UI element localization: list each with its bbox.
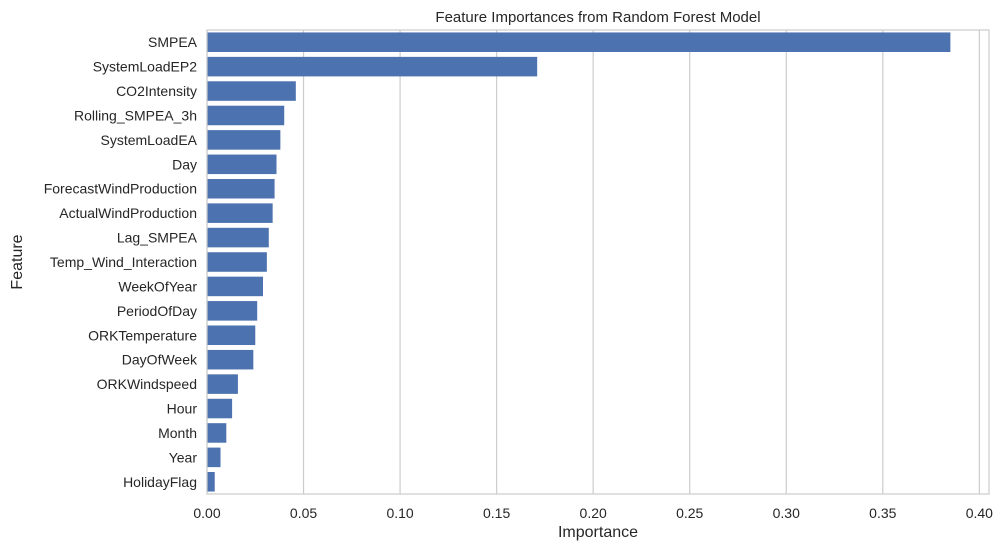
x-tick-label: 0.25: [676, 505, 703, 521]
y-tick-label: PeriodOfDay: [117, 303, 197, 319]
bar-actualwindproduction: [207, 203, 273, 223]
bar-co2intensity: [207, 81, 296, 101]
y-tick-label: ActualWindProduction: [59, 205, 197, 221]
bar-systemloadep2: [207, 56, 538, 77]
x-tick-label: 0.40: [966, 505, 993, 521]
y-tick-label: Lag_SMPEA: [117, 230, 198, 246]
chart-title: Feature Importances from Random Forest M…: [435, 9, 760, 26]
y-tick-label: SystemLoadEP2: [93, 59, 197, 75]
bar-temp-wind-interaction: [207, 252, 267, 272]
bar-systemloadea: [207, 130, 281, 150]
bar-lag-smpea: [207, 227, 269, 248]
y-tick-label: ForecastWindProduction: [44, 181, 197, 197]
x-tick-label: 0.10: [386, 505, 413, 521]
x-tick-label: 0.00: [193, 505, 220, 521]
y-tick-label: Rolling_SMPEA_3h: [74, 107, 197, 123]
x-tick-label: 0.30: [773, 505, 800, 521]
bar-periodofday: [207, 301, 258, 321]
x-axis-label: Importance: [558, 524, 638, 541]
y-tick-label: SystemLoadEA: [101, 132, 198, 148]
bar-dayofweek: [207, 349, 254, 370]
bar-month: [207, 423, 227, 443]
x-tick-label: 0.35: [869, 505, 896, 521]
y-tick-label: Hour: [167, 401, 198, 417]
y-tick-label: WeekOfYear: [118, 278, 197, 294]
bar-forecastwindproduction: [207, 178, 275, 199]
grid-lines: [206, 30, 980, 494]
y-axis-label: Feature: [9, 234, 26, 289]
y-tick-label: ORKWindspeed: [97, 376, 197, 392]
bar-hour: [207, 398, 233, 419]
plot-frame: [206, 29, 990, 495]
bar-weekofyear: [207, 276, 263, 297]
bar-year: [207, 447, 221, 468]
y-tick-label: Temp_Wind_Interaction: [50, 254, 197, 270]
bar-day: [207, 154, 277, 175]
y-tick-label: CO2Intensity: [116, 83, 197, 99]
y-tick-labels: SMPEA SystemLoadEP2 CO2Intensity Rolling_SM…: [44, 34, 198, 490]
y-tick-label: SMPEA: [148, 34, 198, 50]
y-tick-label: Day: [172, 156, 197, 172]
bar-holidayflag: [207, 472, 215, 492]
y-tick-label: DayOfWeek: [122, 352, 198, 368]
x-tick-label: 0.05: [290, 505, 317, 521]
x-tick-label: 0.15: [483, 505, 510, 521]
plot-border: [206, 29, 990, 495]
y-tick-label: HolidayFlag: [123, 474, 197, 490]
bar-smpea: [207, 32, 951, 52]
bar-orktemperature: [207, 325, 256, 346]
bar-orkwindspeed: [207, 374, 238, 394]
y-tick-label: Year: [169, 449, 198, 465]
y-tick-label: Month: [158, 425, 197, 441]
bar-rolling-smpea-3h: [207, 105, 285, 126]
x-tick-labels: 0.00 0.05 0.10 0.15 0.20 0.25 0.30 0.35 0.40: [193, 505, 993, 521]
bars: [207, 32, 951, 492]
y-tick-label: ORKTemperature: [88, 327, 197, 343]
x-tick-label: 0.20: [580, 505, 607, 521]
